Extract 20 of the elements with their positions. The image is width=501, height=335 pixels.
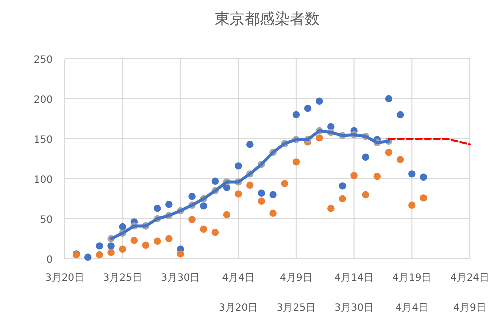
x-tick-label: 3月30日 xyxy=(161,273,200,284)
x2-tick-label: 3月30日 xyxy=(334,303,374,314)
x-tick-label: 4月9日 xyxy=(280,273,313,284)
x-tick-label: 3月25日 xyxy=(103,273,142,284)
x-tick-label: 4月4日 xyxy=(222,273,255,284)
x-tick-label: 3月20日 xyxy=(45,273,85,284)
x-tick-label: 4月14日 xyxy=(334,273,374,284)
y-tick-label: 0 xyxy=(46,255,53,266)
x2-tick-label: 3月25日 xyxy=(276,303,316,314)
y-tick-label: 50 xyxy=(40,215,53,226)
x2-tick-label: 4月4日 xyxy=(396,303,429,314)
x2-tick-label: 3月20日 xyxy=(219,303,258,314)
y-tick-label: 100 xyxy=(34,175,53,186)
x-tick-label: 4月24日 xyxy=(450,273,490,284)
y-tick-label: 250 xyxy=(34,55,53,66)
y-tick-label: 200 xyxy=(34,95,53,106)
chart-title: 東京都感染者数 xyxy=(215,10,320,28)
x2-tick-label: 4月9日 xyxy=(454,303,486,314)
x-tick-label: 4月19日 xyxy=(392,273,432,284)
y-tick-label: 150 xyxy=(34,135,53,146)
